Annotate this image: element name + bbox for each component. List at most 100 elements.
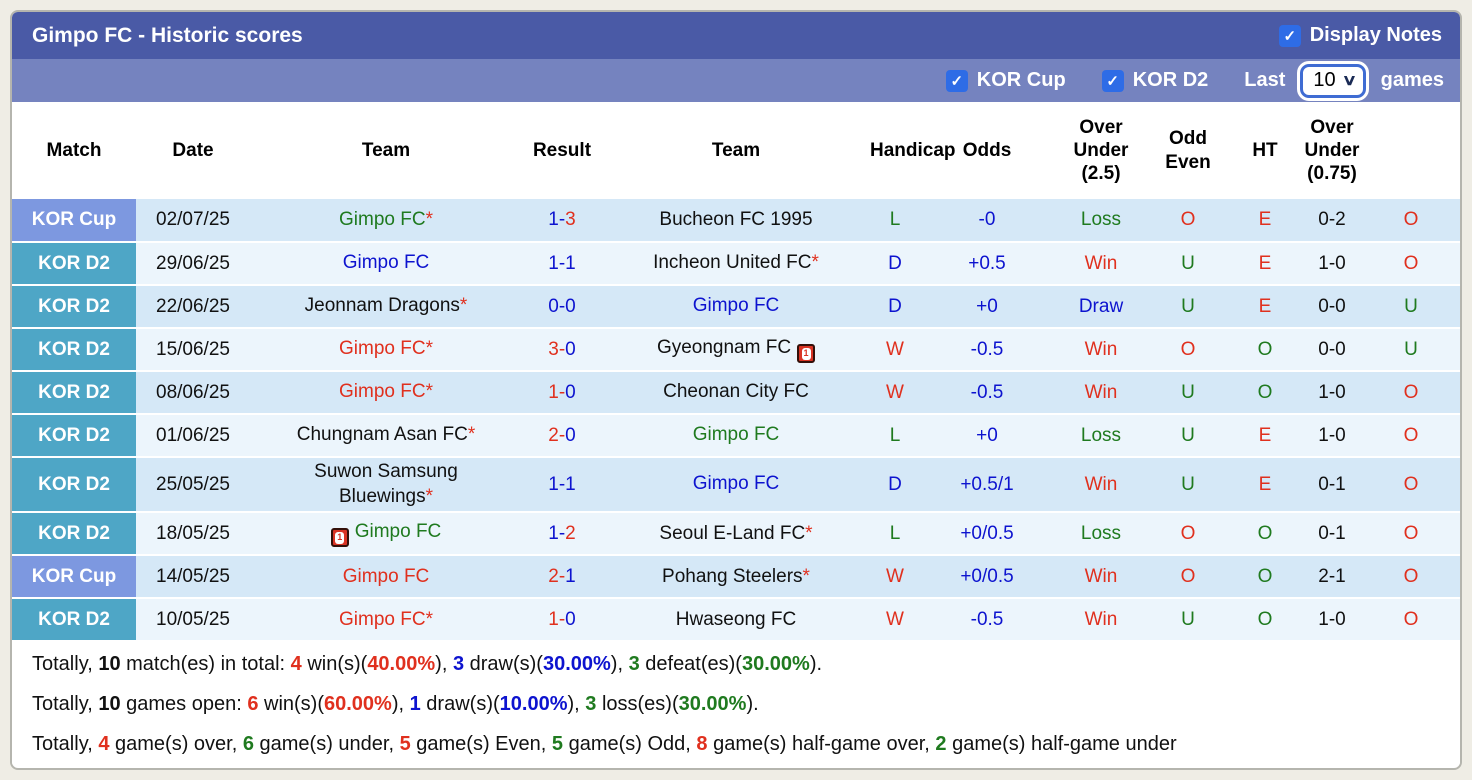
over-under-075-value: U — [1362, 328, 1460, 372]
column-header: Odd Even — [1148, 102, 1228, 199]
odd-even-value: O — [1228, 371, 1302, 415]
away-team: Incheon United FC* — [653, 252, 819, 274]
filter-bar: ✓ KOR Cup ✓ KOR D2 Last 10 ∨ games — [12, 59, 1460, 102]
odds-result: Win — [1054, 371, 1148, 415]
league-badge: KOR D2 — [12, 328, 136, 372]
column-header: Date — [136, 102, 250, 199]
table-row: KOR D2 15/06/25 Gimpo FC* 3-0 Gyeongnam … — [12, 328, 1460, 372]
half-time-score: 0-0 — [1302, 328, 1362, 372]
checkmark-icon: ✓ — [950, 72, 964, 90]
league-badge: KOR D2 — [12, 512, 136, 557]
away-team: Gimpo FC — [692, 295, 780, 317]
match-result: 2-1 — [522, 555, 602, 600]
home-team: Jeonnam Dragons* — [304, 295, 468, 317]
kor-d2-label: KOR D2 — [1132, 69, 1209, 91]
match-date: 14/05/25 — [136, 555, 250, 600]
over-under-075-value: O — [1362, 414, 1460, 458]
odd-even-value: O — [1228, 512, 1302, 557]
table-header: Match Date Team Result Team Handicap Odds Over U… — [12, 102, 1460, 199]
red-card-icon: 1 — [797, 344, 816, 363]
odd-even-value: E — [1228, 414, 1302, 458]
checkmark-icon: ✓ — [1106, 72, 1119, 90]
handicap-value: +0.5/1 — [920, 457, 1054, 514]
over-under-075-value: O — [1362, 242, 1460, 286]
half-time-score: 1-0 — [1302, 598, 1362, 643]
away-team: Hwaseong FC — [675, 608, 797, 630]
odd-even-value: O — [1228, 328, 1302, 372]
column-header: Team — [250, 102, 522, 199]
odd-even-value: O — [1228, 555, 1302, 600]
league-badge: KOR Cup — [12, 199, 136, 243]
table-row: KOR D2 25/05/25 Suwon Samsung Bluewings*… — [12, 457, 1460, 514]
over-under-25-value: O — [1148, 512, 1228, 557]
match-date: 25/05/25 — [136, 457, 250, 514]
match-result: 0-0 — [522, 285, 602, 329]
over-under-25-value: U — [1148, 414, 1228, 458]
over-under-25-value: U — [1148, 242, 1228, 286]
kor-cup-label: KOR Cup — [976, 69, 1066, 91]
home-team: Gimpo FC — [342, 252, 430, 274]
half-time-score: 1-0 — [1302, 242, 1362, 286]
league-badge: KOR D2 — [12, 598, 136, 643]
match-result: 1-1 — [522, 242, 602, 286]
kor-d2-checkbox[interactable]: ✓ — [1101, 69, 1124, 92]
home-team: Gimpo FC* — [339, 338, 433, 360]
kor-cup-checkbox[interactable]: ✓ — [945, 69, 968, 92]
match-date: 02/07/25 — [136, 199, 250, 243]
home-team: Gimpo FC* — [339, 608, 433, 630]
result-letter: L — [870, 414, 920, 458]
odds-result: Loss — [1054, 199, 1148, 243]
over-under-075-value: O — [1362, 555, 1460, 600]
handicap-value: -0.5 — [920, 328, 1054, 372]
handicap-value: -0.5 — [920, 598, 1054, 643]
games-label: games — [1380, 69, 1444, 91]
half-time-score: 0-0 — [1302, 285, 1362, 329]
last-games-group: Last 10 ∨ games — [1244, 60, 1444, 101]
away-team: Cheonan City FC — [663, 381, 809, 403]
display-notes-group: ✓ Display Notes — [1278, 24, 1442, 47]
column-header: Match — [12, 102, 136, 199]
historic-scores-table: Match Date Team Result Team Handicap Odds Over U… — [12, 102, 1460, 643]
odds-result: Loss — [1054, 414, 1148, 458]
half-time-score: 0-2 — [1302, 199, 1362, 243]
result-letter: W — [870, 598, 920, 643]
table-row: KOR Cup 02/07/25 Gimpo FC* 1-3 Bucheon F… — [12, 199, 1460, 243]
half-time-score: 1-0 — [1302, 371, 1362, 415]
result-letter: D — [870, 285, 920, 329]
kor-d2-filter: ✓ KOR D2 — [1101, 69, 1209, 92]
handicap-value: +0/0.5 — [920, 512, 1054, 557]
match-result: 1-3 — [522, 199, 602, 243]
table-row: KOR D2 18/05/25 1 Gimpo FC 1-2 Seoul E-La… — [12, 512, 1460, 557]
display-notes-checkbox[interactable]: ✓ — [1278, 24, 1301, 47]
match-date: 18/05/25 — [136, 512, 250, 557]
table-row: KOR Cup 14/05/25 Gimpo FC 2-1 Pohang Ste… — [12, 555, 1460, 600]
games-count-select[interactable]: 10 ∨ — [1297, 60, 1369, 101]
odds-result: Win — [1054, 457, 1148, 514]
away-team: Gyeongnam FC 1 — [657, 336, 816, 363]
away-team: Gimpo FC — [692, 424, 780, 446]
result-letter: L — [870, 199, 920, 243]
league-badge: KOR D2 — [12, 414, 136, 458]
match-result: 2-0 — [522, 414, 602, 458]
over-under-25-value: U — [1148, 457, 1228, 514]
match-date: 15/06/25 — [136, 328, 250, 372]
over-under-25-value: O — [1148, 555, 1228, 600]
result-letter: L — [870, 512, 920, 557]
column-header: Over Under (0.75) — [1302, 102, 1362, 199]
match-date: 10/05/25 — [136, 598, 250, 643]
odd-even-value: E — [1228, 242, 1302, 286]
chevron-down-icon: ∨ — [1341, 72, 1357, 89]
title-bar: Gimpo FC - Historic scores ✓ Display Not… — [12, 12, 1460, 59]
match-result: 1-2 — [522, 512, 602, 557]
over-under-25-value: U — [1148, 598, 1228, 643]
home-team: Chungnam Asan FC* — [296, 424, 476, 446]
over-under-075-value: O — [1362, 457, 1460, 514]
table-row: KOR D2 29/06/25 Gimpo FC 1-1 Incheon Uni… — [12, 242, 1460, 286]
result-letter: W — [870, 371, 920, 415]
odds-result: Win — [1054, 555, 1148, 600]
match-result: 1-0 — [522, 598, 602, 643]
handicap-value: -0.5 — [920, 371, 1054, 415]
result-letter: D — [870, 242, 920, 286]
home-team: 1 Gimpo FC — [330, 520, 441, 548]
summary-line: Totally, 4 game(s) over, 6 game(s) under… — [32, 732, 1177, 755]
